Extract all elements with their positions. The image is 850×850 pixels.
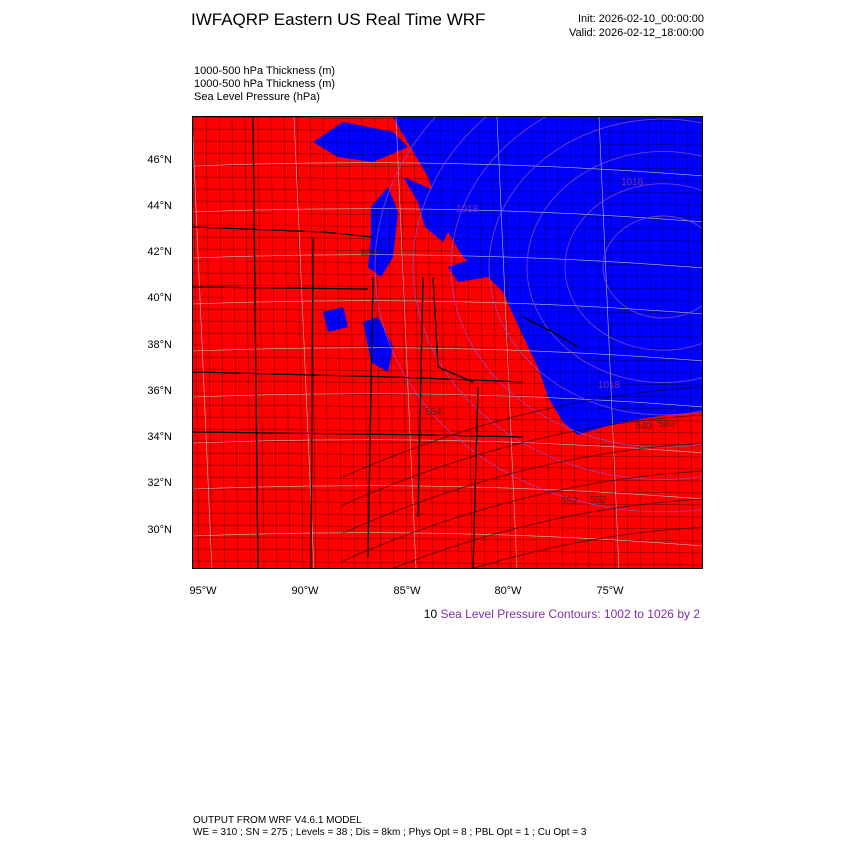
thickness-label: 564 [425,407,442,418]
lat-tick-label: 44°N [147,200,172,212]
graticule-parallel [193,254,702,269]
thickness-contour [342,414,702,506]
graticule-parallel [193,393,702,408]
pressure-label: 1018 [598,380,621,391]
model-config: WE = 310 ; SN = 275 ; Levels = 38 ; Dis … [193,827,587,838]
graticule-meridian [598,117,620,568]
pressure-contour [374,117,702,513]
graticule-parallel [193,300,702,315]
thickness-contour [392,498,702,568]
graticule-meridian [293,117,315,568]
lat-tick-label: 30°N [147,524,172,536]
pressure-contour [564,183,702,351]
thickness-label: 540 [635,421,652,432]
county-grid [193,117,702,568]
graticule-parallel [193,347,702,362]
blue-patch-1 [323,307,348,332]
thickness-contour [473,526,702,568]
pressure-contours [374,117,702,513]
lake-huron [403,177,453,242]
graticule-meridian [193,132,213,568]
graticule-parallel [193,439,702,454]
thickness-contour [342,386,702,478]
pressure-label: 1018 [456,204,479,215]
thickness-label: 552 [561,496,578,507]
pressure-contour [412,117,702,480]
pressure-label: 1018 [621,177,644,188]
lat-tick-label: 36°N [147,385,172,397]
valid-time: Valid: 2026-02-12_18:00:00 [569,27,704,39]
lat-tick-label: 32°N [147,477,172,489]
graticule-parallel [193,162,702,177]
pressure-contour [526,150,702,384]
thickness-label: 540 [658,419,675,430]
lat-tick-label: 34°N [147,431,172,443]
graticule-meridian [395,117,417,568]
graticule-parallel [193,208,702,223]
map-title: IWFAQRP Eastern US Real Time WRF [191,10,486,29]
field-label-thickness-2: 1000-500 hPa Thickness (m) [194,78,336,90]
graticule-parallel [193,485,702,500]
lon-tick-label: 75°W [596,585,624,597]
graticule-meridian [496,117,518,568]
field-label-thickness-1: 1000-500 hPa Thickness (m) [194,65,336,77]
lat-tick-label: 42°N [147,246,172,258]
thickness-contour [342,470,702,562]
lat-tick-label: 40°N [147,292,172,304]
thickness-contour [342,442,702,534]
legend-text: Sea Level Pressure Contours: 1002 to 102… [440,607,701,621]
county-lines [193,117,702,568]
contour-legend: 10 Sea Level Pressure Contours: 1002 to … [424,607,700,621]
thickness-label: 552 [590,495,607,506]
lon-tick-label: 90°W [291,585,319,597]
weather-map: 552 552 564 540 540 552 1018 1018 1018 [192,116,703,569]
lon-tick-label: 85°W [393,585,421,597]
lon-tick-label: 80°W [494,585,522,597]
pressure-contour [602,215,702,319]
legend-prefix: 10 [423,607,438,621]
lat-tick-label: 46°N [147,154,172,166]
state-boundaries [193,117,579,568]
pressure-contour [488,118,702,416]
init-time: Init: 2026-02-10_00:00:00 [578,13,704,25]
thickness-label: 552 [361,248,378,259]
map-canvas: 552 552 564 540 540 552 1018 1018 1018 [193,117,702,568]
contour-label-layer: 552 552 564 540 540 552 1018 1018 1018 [361,177,675,507]
graticule [193,117,702,568]
graticule-parallel [193,532,702,547]
pressure-contour [450,117,702,448]
lake-superior [313,122,408,162]
field-label-pressure: Sea Level Pressure (hPa) [194,91,320,103]
thickness-contours [342,386,702,568]
lon-tick-label: 95°W [189,585,217,597]
model-info: OUTPUT FROM WRF V4.6.1 MODEL [193,815,362,826]
lat-tick-label: 38°N [147,339,172,351]
